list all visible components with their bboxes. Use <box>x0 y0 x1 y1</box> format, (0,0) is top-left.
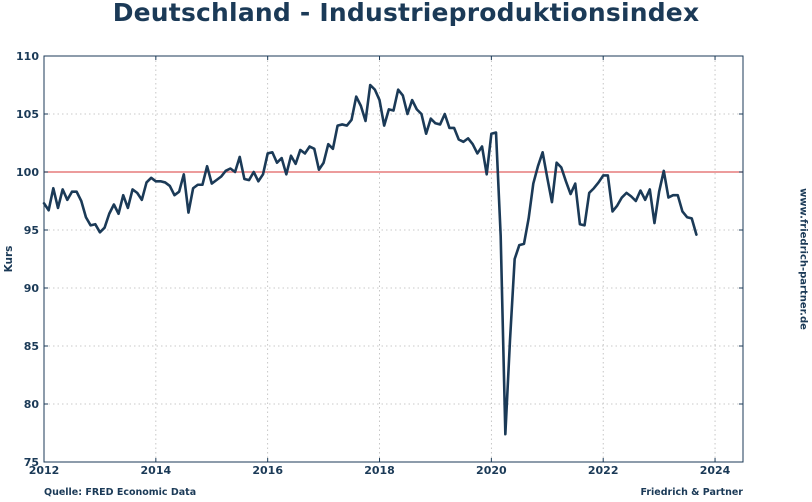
x-tick-label-2018: 2018 <box>364 464 395 477</box>
footer-brand: Friedrich & Partner <box>640 487 743 498</box>
y-tick-label-100: 100 <box>16 166 39 179</box>
y-axis-label: Kurs <box>3 246 15 273</box>
watermark-url: www.friedrich-partner.de <box>797 188 809 330</box>
y-tick-label-105: 105 <box>16 108 39 121</box>
grid-lines <box>43 55 743 463</box>
x-tick-label-2014: 2014 <box>141 464 172 477</box>
x-tick-label-2024: 2024 <box>700 464 731 477</box>
x-tick-label-2016: 2016 <box>252 464 283 477</box>
y-tick-label-75: 75 <box>24 456 39 469</box>
y-tick-label-90: 90 <box>24 282 40 295</box>
axis-ticks: 2012 2014 2016 2018 2020 2022 2024 75 80 85 90 95 10… <box>16 50 743 477</box>
y-tick-label-80: 80 <box>24 398 40 411</box>
x-tick-label-2012: 2012 <box>29 464 60 477</box>
y-tick-label-110: 110 <box>16 50 39 63</box>
y-tick-label-95: 95 <box>24 224 39 237</box>
series-line-industrieproduktion <box>42 83 698 436</box>
x-tick-label-2022: 2022 <box>588 464 619 477</box>
chart-title: Deutschland - Industrieproduktionsindex <box>112 0 700 27</box>
footer-source: Quelle: FRED Economic Data <box>44 487 197 498</box>
x-tick-label-2020: 2020 <box>476 464 507 477</box>
plot-frame <box>43 55 744 463</box>
y-tick-label-85: 85 <box>24 340 39 353</box>
